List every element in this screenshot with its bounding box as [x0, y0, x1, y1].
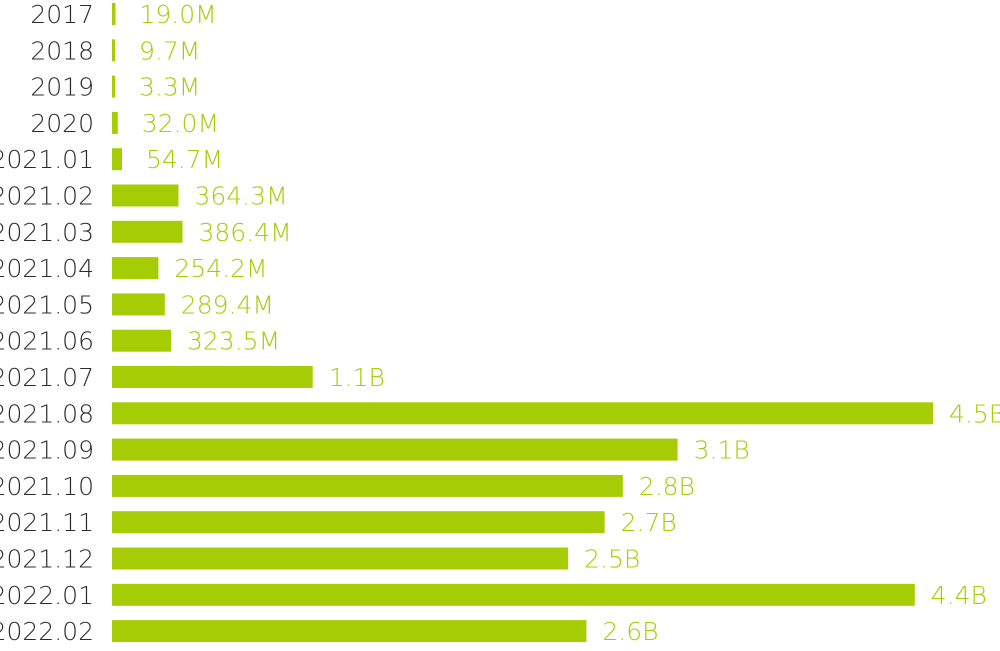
value-label-2021.02: 364.3M [195, 182, 288, 211]
category-label-2021.01: 2021.01 [0, 145, 94, 174]
bar-2022.02 [112, 620, 587, 643]
bar-2021.06 [112, 329, 171, 352]
value-label-2021.04: 254.2M [174, 254, 267, 283]
value-label-2019: 3.3M [139, 73, 200, 102]
bar-2021.09 [112, 438, 678, 461]
value-label-2021.06: 323.5M [187, 327, 280, 356]
value-label-2021.12: 2.5B [584, 545, 640, 574]
bars-layer [112, 3, 933, 643]
category-label-2021.04: 2021.04 [0, 254, 94, 283]
bar-2021.12 [112, 547, 569, 570]
category-label-2021.02: 2021.02 [0, 182, 94, 211]
bar-2019 [112, 75, 115, 98]
category-label-2020: 2020 [30, 109, 94, 138]
category-label-2021.12: 2021.12 [0, 545, 94, 574]
category-label-2021.09: 2021.09 [0, 436, 94, 465]
bar-2021.04 [112, 257, 159, 280]
bar-2021.03 [112, 220, 183, 243]
value-label-2021.11: 2.7B [621, 508, 677, 537]
category-label-2017: 2017 [30, 0, 94, 29]
bar-2021.01 [112, 148, 122, 171]
bar-2021.10 [112, 474, 623, 497]
category-label-2019: 2019 [30, 73, 94, 102]
value-label-2021.07: 1.1B [329, 363, 385, 392]
category-label-2022.02: 2022.02 [0, 617, 94, 646]
value-label-2021.05: 289.4M [181, 290, 274, 319]
bar-2022.01 [112, 583, 915, 606]
bar-2021.11 [112, 511, 605, 534]
value-label-2021.08: 4.5B [949, 399, 1000, 428]
category-label-2018: 2018 [30, 36, 94, 65]
value-labels: 19.0M 9.7M 3.3M 32.0M 54.7M 364.3M 386.4M 254.2… [139, 0, 1000, 646]
value-label-2018: 9.7M [139, 36, 200, 65]
category-label-2021.07: 2021.07 [0, 363, 94, 392]
bar-2018 [112, 39, 115, 62]
bar-2020 [112, 111, 118, 134]
category-labels: 2017 2018 2019 2020 2021.01 2021.02 2021.03 202… [0, 0, 94, 646]
value-label-2021.01: 54.7M [146, 145, 223, 174]
category-label-2022.01: 2022.01 [0, 581, 94, 610]
category-label-2021.11: 2021.11 [0, 508, 94, 537]
bar-2017 [112, 3, 116, 25]
category-label-2021.03: 2021.03 [0, 218, 94, 247]
bar-2021.02 [112, 184, 179, 207]
bar-2021.07 [112, 366, 313, 388]
value-label-2017: 19.0M [140, 0, 217, 29]
value-label-2021.03: 386.4M [199, 218, 292, 247]
value-label-2021.09: 3.1B [694, 436, 750, 465]
category-label-2021.06: 2021.06 [0, 327, 94, 356]
bar-2021.05 [112, 293, 165, 316]
category-label-2021.05: 2021.05 [0, 290, 94, 319]
category-label-2021.08: 2021.08 [0, 399, 94, 428]
value-label-2021.10: 2.8B [639, 472, 695, 501]
value-label-2022.01: 4.4B [931, 581, 987, 610]
value-label-2020: 32.0M [142, 109, 219, 138]
category-label-2021.10: 2021.10 [0, 472, 94, 501]
bar-2021.08 [112, 402, 933, 425]
value-label-2022.02: 2.6B [602, 617, 658, 646]
